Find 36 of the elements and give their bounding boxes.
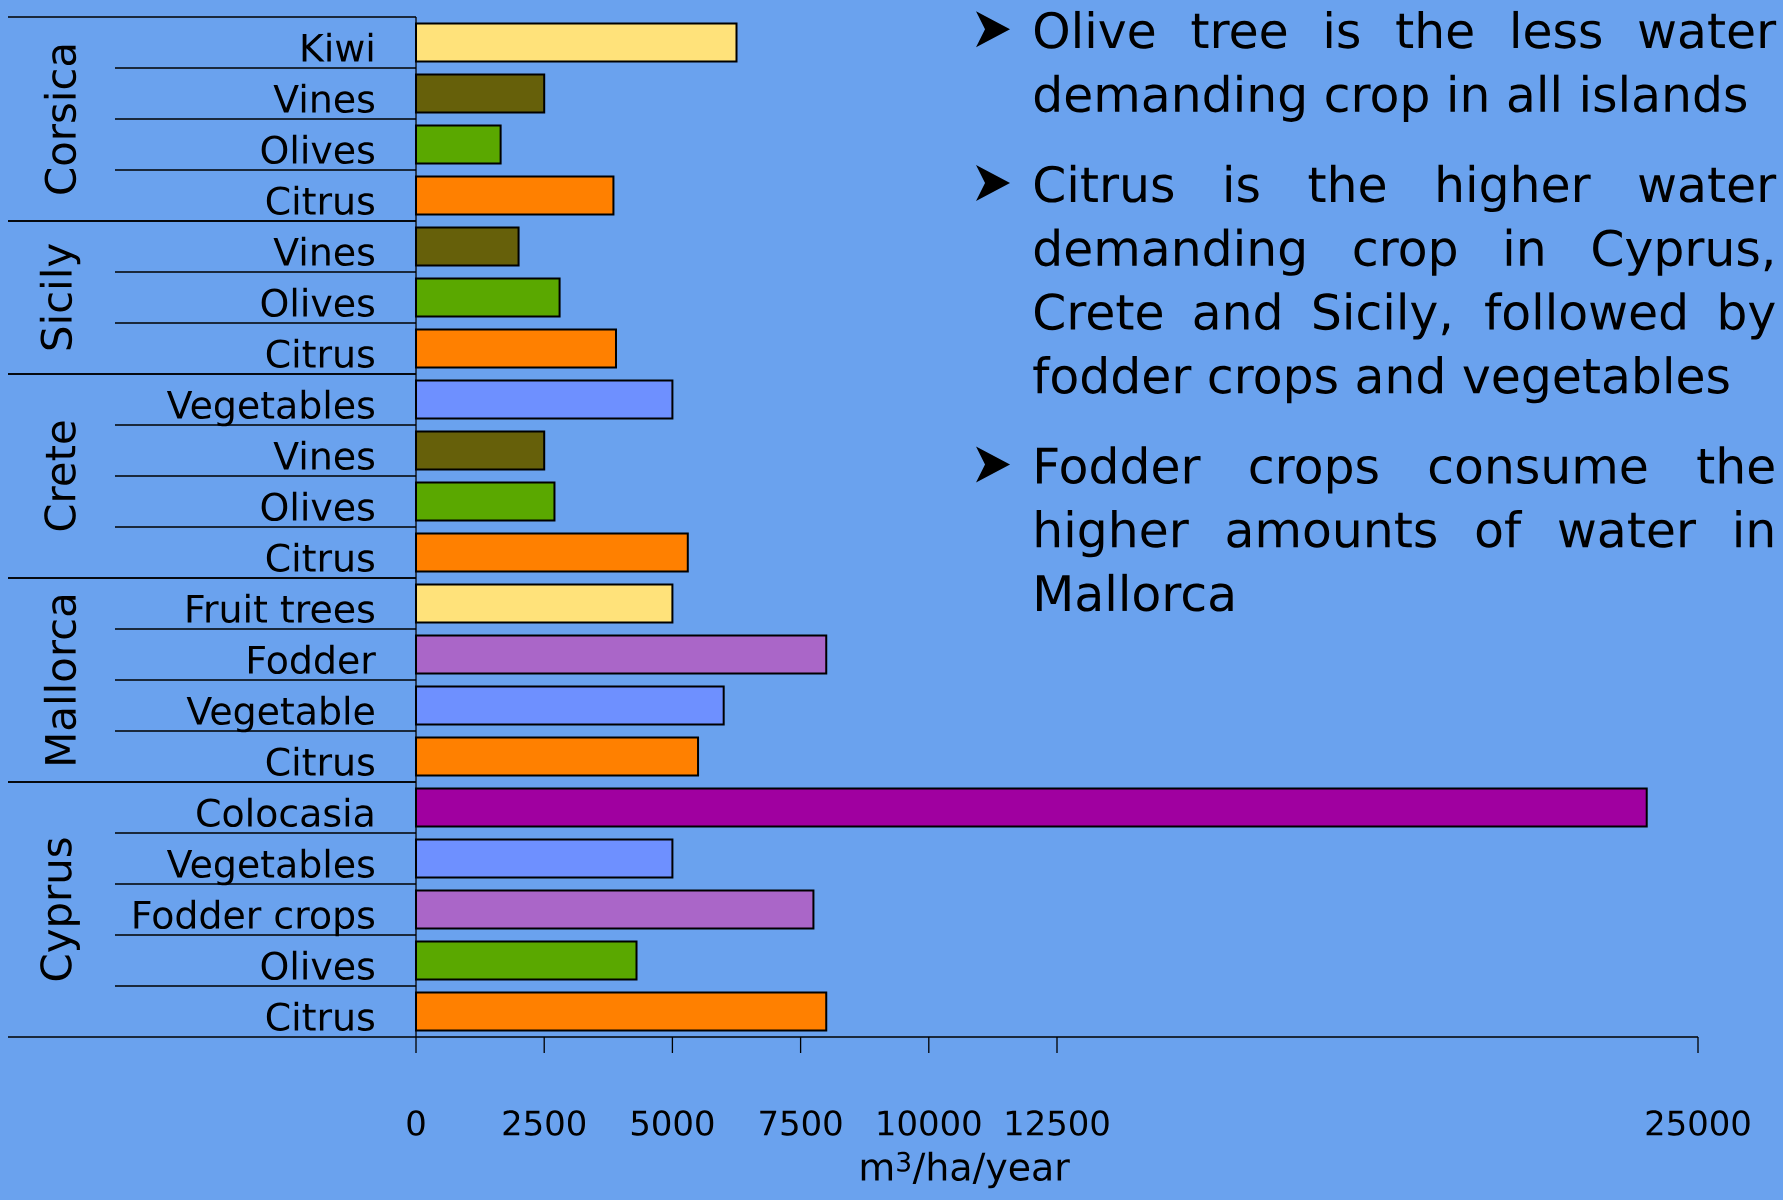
y-axis-title: Cyprus xyxy=(40,838,80,981)
y-tick-label: Citrus xyxy=(266,1001,374,1032)
x-tick-label: 5000 xyxy=(631,1110,714,1136)
y-tick-label: Fruit trees xyxy=(187,593,374,624)
y-tick-label: Vines xyxy=(273,236,374,267)
x-tick-label: 7500 xyxy=(760,1110,842,1136)
y-axis-title: Crete xyxy=(44,421,76,531)
x-tick-label: 2500 xyxy=(503,1110,586,1136)
y-tick-label: Citrus xyxy=(266,746,374,777)
y-tick-label: Vines xyxy=(273,83,374,114)
x-tick-label: 12500 xyxy=(1006,1110,1109,1136)
x-axis-title: m$^{3}$/ha/year xyxy=(861,1151,1070,1189)
y-tick-label: Citrus xyxy=(266,542,374,573)
y-tick-label: Vegetable xyxy=(186,695,374,733)
x-tick-label: 10000 xyxy=(878,1110,981,1136)
y-axis-title: Corsica xyxy=(43,45,77,194)
y-tick-label: Olives xyxy=(261,950,374,981)
annotation: Citrus is the higher water demanding crop in Cyprus, Crete and Sicily, followed by fodder crops and vegetables xyxy=(1033,164,1777,404)
y-tick-label: Vegetables xyxy=(166,848,374,886)
y-tick-label: Citrus xyxy=(266,185,374,216)
x-tick-label: 0 xyxy=(407,1110,425,1136)
annotation: Fodder crops consume the higher amounts of water in Mallorca xyxy=(1036,446,1774,612)
annotation: Olive tree is the less water demanding crop in all islands xyxy=(1034,10,1777,122)
y-tick-label: Kiwi xyxy=(302,32,373,62)
y-axis-title: Mallorca xyxy=(43,595,77,764)
y-tick-label: Fodder crops xyxy=(134,899,374,937)
y-tick-label: Olives xyxy=(261,134,374,165)
y-tick-label: Vines xyxy=(273,440,374,471)
y-axis-title: Sicily xyxy=(39,244,81,350)
y-tick-label: Vegetables xyxy=(166,389,374,427)
y-tick-label: Olives xyxy=(261,491,374,522)
y-tick-label: Olives xyxy=(261,287,374,318)
y-tick-label: Colocasia xyxy=(197,797,373,828)
y-tick-label: Fodder xyxy=(249,644,376,675)
x-tick-label: 25000 xyxy=(1646,1110,1750,1136)
y-tick-label: Citrus xyxy=(266,338,374,369)
